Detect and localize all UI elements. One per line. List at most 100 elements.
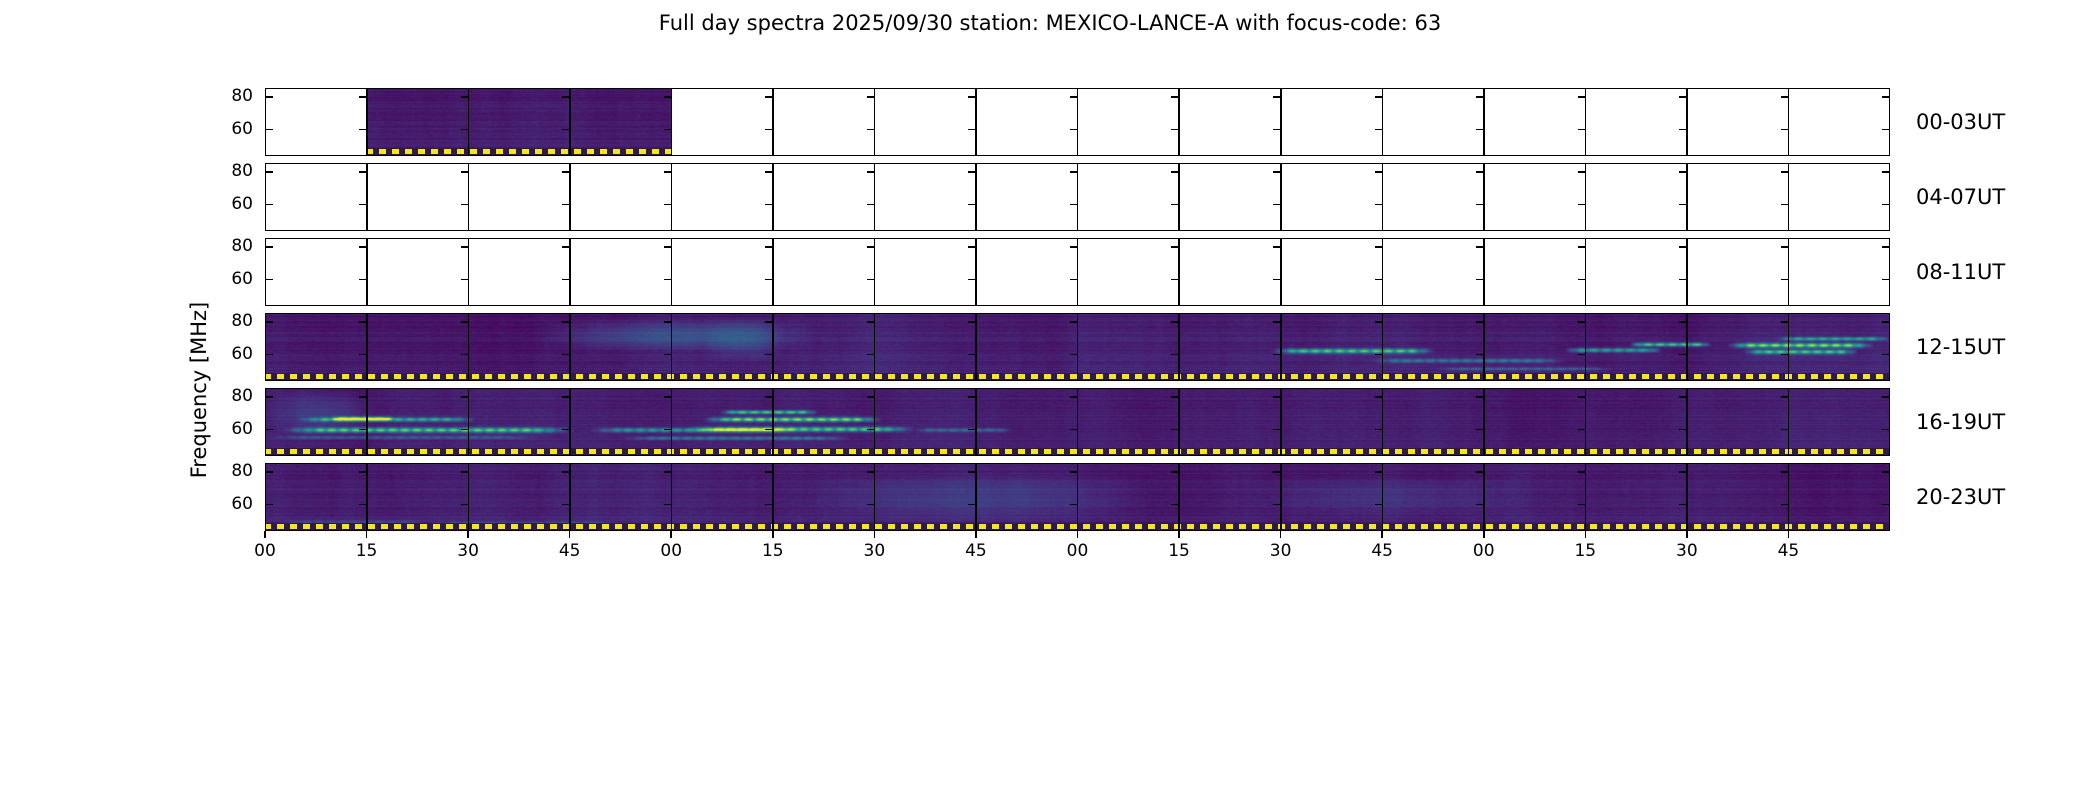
y-tick-mark-interior <box>562 128 570 131</box>
spectra-panel-12-15ut[interactable] <box>265 313 1890 381</box>
y-tick-mark-interior <box>562 396 570 398</box>
y-tick-label: 80 <box>231 161 253 182</box>
y-tick-mark-interior <box>358 278 366 281</box>
y-tick-mark <box>266 503 273 506</box>
x-tick-mark <box>1482 531 1485 538</box>
y-tick-mark <box>266 203 273 206</box>
y-tick-mark-interior <box>866 471 874 473</box>
spectrogram-canvas <box>266 389 1889 454</box>
quarter-hour-gridline <box>365 164 368 230</box>
spectrogram-data-segment <box>266 389 1889 454</box>
row-label-08-11ut: 08-11UT <box>1916 260 2006 284</box>
x-tick-mark <box>1686 531 1688 538</box>
y-tick-mark-interior <box>1476 471 1484 473</box>
y-tick-mark-interior <box>460 246 468 248</box>
y-tick-mark-interior <box>1476 278 1484 281</box>
quarter-hour-gridline <box>772 239 774 305</box>
x-tick-mark <box>365 531 368 538</box>
y-tick-mark-interior <box>1577 428 1585 431</box>
y-tick-mark <box>266 278 273 281</box>
y-tick-mark-interior <box>1069 503 1077 506</box>
y-tick-mark-interior <box>1780 96 1788 98</box>
y-tick-mark-interior <box>866 396 874 398</box>
y-tick-mark-interior <box>1069 321 1077 323</box>
y-tick-mark-interior <box>663 128 671 131</box>
x-tick-mark <box>873 531 876 538</box>
y-tick-mark-interior <box>562 471 570 473</box>
y-tick-mark-interior <box>866 321 874 323</box>
y-tick-mark-interior <box>358 428 366 431</box>
data-availability-strip <box>266 373 1889 380</box>
y-tick-mark-interior <box>1171 503 1179 506</box>
quarter-hour-gridline <box>569 239 571 305</box>
quarter-hour-gridline <box>1076 164 1079 230</box>
y-tick-mark-interior <box>1577 278 1585 281</box>
y-tick-mark-interior <box>968 321 976 323</box>
y-tick-mark-interior <box>1069 96 1077 98</box>
y-tick-mark-interior <box>1780 171 1788 173</box>
y-tick-mark-interior <box>562 203 570 206</box>
y-tick-mark-interior <box>968 353 976 356</box>
y-tick-mark-interior <box>663 428 671 431</box>
y-tick-label: 80 <box>231 86 253 107</box>
x-tick-label: 00 <box>660 541 683 561</box>
y-tick-mark-interior <box>968 171 976 173</box>
quarter-hour-gridline <box>873 164 876 230</box>
quarter-hour-gridline <box>1787 164 1790 230</box>
x-tick-mark <box>670 531 673 538</box>
y-tick-mark-interior <box>1069 246 1077 248</box>
spectra-panel-08-11ut[interactable] <box>265 238 1890 306</box>
y-tick-mark-interior <box>968 503 976 506</box>
y-tick-mark-interior <box>1171 203 1179 206</box>
quarter-hour-gridline <box>1686 89 1688 155</box>
y-tick-mark-interior <box>358 246 366 248</box>
y-tick-mark-interior <box>663 203 671 206</box>
y-tick-mark-interior <box>358 353 366 356</box>
y-tick-mark-interior <box>562 278 570 281</box>
y-tick-mark-interior <box>866 503 874 506</box>
spectra-panel-00-03ut[interactable] <box>265 88 1890 156</box>
y-tick-mark <box>266 428 273 431</box>
y-tick-mark-interior <box>562 321 570 323</box>
y-tick-mark-interior <box>460 278 468 281</box>
row-label-12-15ut: 12-15UT <box>1916 335 2006 359</box>
quarter-hour-gridline <box>1584 89 1587 155</box>
y-tick-mark-interior <box>1374 171 1382 173</box>
y-tick-mark-interior <box>1476 396 1484 398</box>
y-tick-mark-interior <box>1679 428 1687 431</box>
y-tick-mark-interior <box>1780 203 1788 206</box>
availability-dots <box>266 524 1889 529</box>
y-tick-mark <box>266 246 273 248</box>
y-tick-label: 60 <box>231 493 253 514</box>
y-tick-mark-interior <box>663 353 671 356</box>
row-label-00-03ut: 00-03UT <box>1916 110 2006 134</box>
y-tick-mark-interior <box>358 503 366 506</box>
y-tick-mark-interior <box>866 171 874 173</box>
y-tick-label: 80 <box>231 461 253 482</box>
y-tick-mark-interior <box>663 396 671 398</box>
y-tick-mark-interior <box>1374 128 1382 131</box>
y-tick-mark-interior <box>866 428 874 431</box>
y-tick-mark-interior <box>1069 171 1077 173</box>
y-tick-mark-interior <box>765 203 773 206</box>
y-tick-mark-interior <box>1679 503 1687 506</box>
y-tick-mark-interior <box>1780 246 1788 248</box>
y-tick-mark-interior <box>663 471 671 473</box>
spectra-panel-04-07ut[interactable] <box>265 163 1890 231</box>
y-tick-mark-interior <box>663 96 671 98</box>
spectra-panel-16-19ut[interactable] <box>265 388 1890 456</box>
y-tick-mark-interior <box>1780 128 1788 131</box>
x-tick-mark <box>975 531 977 538</box>
y-tick-mark-interior <box>1679 396 1687 398</box>
y-tick-mark-interior <box>1374 428 1382 431</box>
y-tick-mark-interior <box>866 278 874 281</box>
y-tick-mark-interior <box>1679 321 1687 323</box>
x-tick-label: 30 <box>1676 541 1698 561</box>
y-tick-mark-interior <box>1374 246 1382 248</box>
x-tick-label: 00 <box>1066 541 1089 561</box>
y-tick-label: 80 <box>231 311 253 332</box>
x-tick-mark <box>772 531 774 538</box>
y-tick-mark-interior <box>562 428 570 431</box>
spectra-panel-20-23ut[interactable] <box>265 463 1890 531</box>
y-tick-mark <box>1882 128 1889 131</box>
